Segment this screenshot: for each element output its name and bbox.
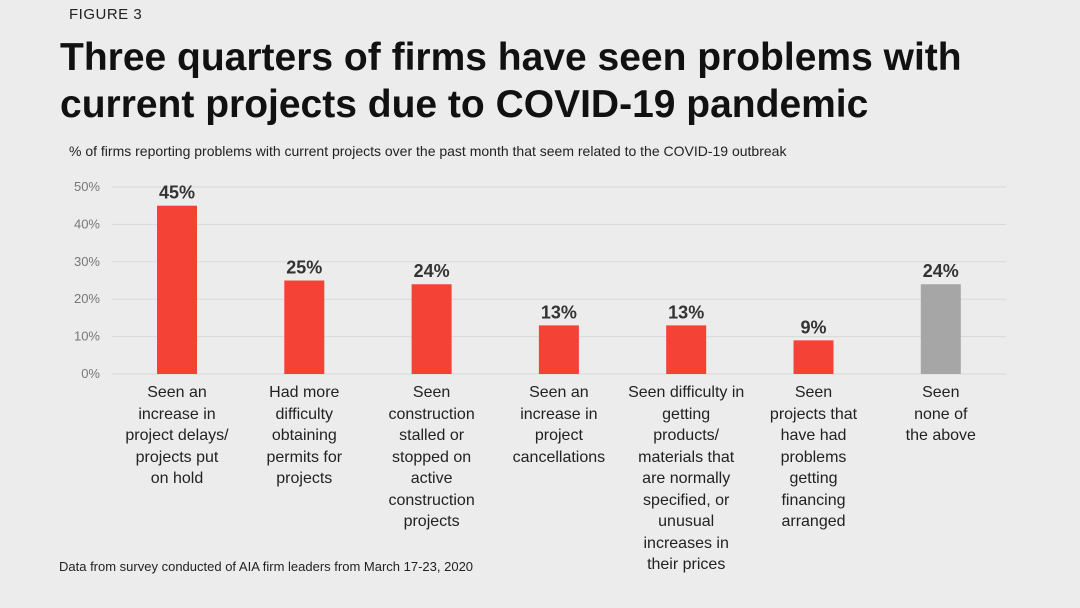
bar (157, 205, 197, 374)
bar (666, 325, 707, 374)
category-label: Seen difficulty in getting products/materi… (628, 384, 745, 573)
category-label: Seen none of the above (905, 384, 976, 444)
data-label: 25% (286, 258, 322, 278)
source-note: Data from survey conducted of AIA firm l… (59, 559, 474, 574)
y-tick-label: 20% (74, 291, 100, 306)
data-label: 24% (414, 261, 450, 281)
bars (157, 205, 961, 374)
y-tick-label: 30% (74, 254, 100, 269)
bar (284, 280, 325, 374)
bar (411, 284, 452, 374)
category-label: Seen construction stalled or stopped on acti… (388, 384, 475, 530)
y-tick-label: 50% (74, 179, 100, 194)
chart-subtitle: % of firms reporting problems with curre… (69, 143, 787, 159)
chart-title: Three quarters of firms have seen proble… (60, 36, 962, 126)
bar (538, 325, 579, 374)
category-label: Had more difficulty obtaining permits for pr… (266, 384, 343, 487)
data-label: 13% (668, 302, 704, 322)
y-tick-label: 10% (74, 329, 100, 344)
category-label: Seen an increase in project delays/project… (125, 384, 229, 487)
figure-label: FIGURE 3 (69, 6, 143, 23)
y-axis-ticks: 0% 10% 20% 30% 40% 50% (74, 179, 100, 381)
bar (920, 284, 961, 374)
category-label: Seen an increase in project cancellations (512, 384, 606, 466)
y-tick-label: 0% (81, 366, 100, 381)
data-label: 24% (923, 261, 959, 281)
value-labels: 45% 25% 24% 13% 13% 9% 24% (159, 183, 959, 338)
data-label: 45% (159, 183, 195, 203)
data-label: 9% (800, 317, 826, 337)
y-tick-label: 40% (74, 216, 100, 231)
data-label: 13% (541, 302, 577, 322)
category-label: Seen projects that have had problems getting… (769, 384, 858, 530)
bar (793, 340, 834, 374)
